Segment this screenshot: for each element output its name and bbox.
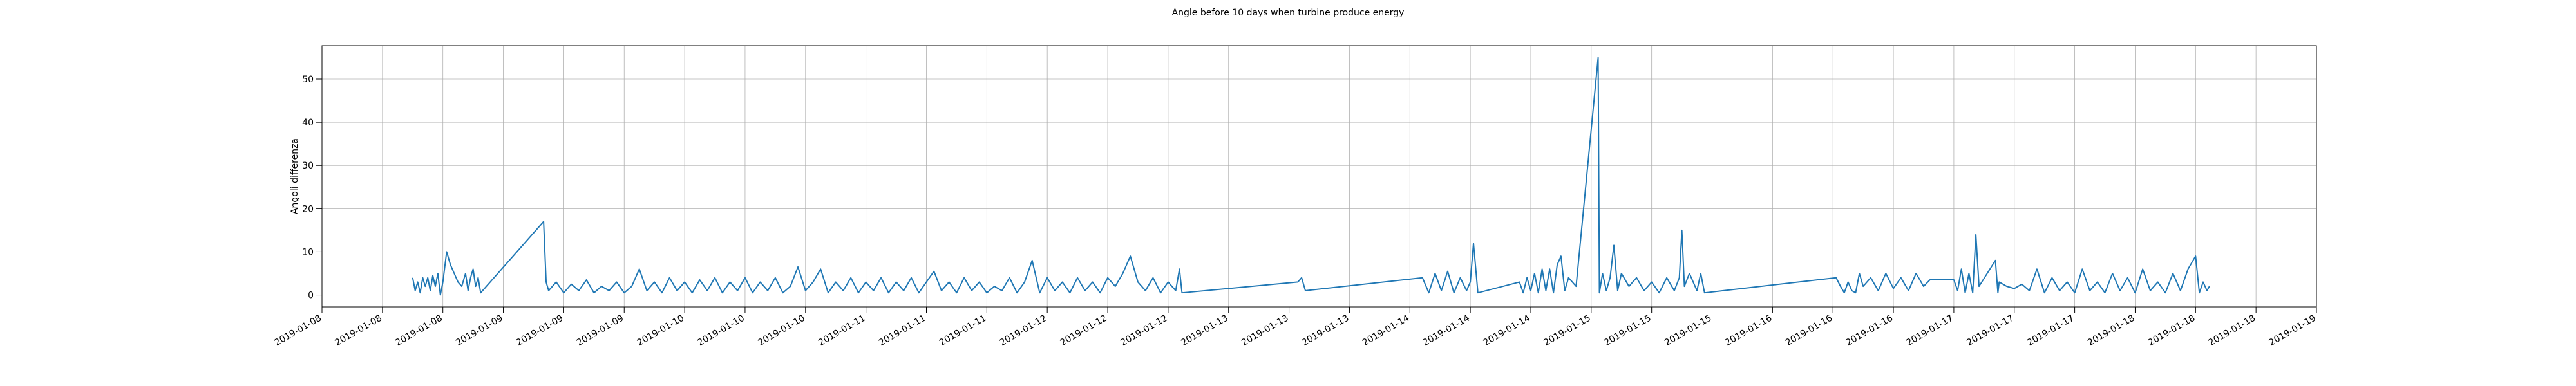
y-tick-label: 40 <box>302 118 314 128</box>
y-tick-label: 20 <box>302 204 314 214</box>
y-tick-label: 30 <box>302 161 314 171</box>
chart-title: Angle before 10 days when turbine produc… <box>1172 8 1405 18</box>
y-tick-label: 0 <box>308 291 314 301</box>
y-tick-label: 50 <box>302 75 314 85</box>
data-line <box>412 57 2210 296</box>
y-axis-label: Angoli differenza <box>290 138 300 214</box>
y-tick-label: 10 <box>302 247 314 257</box>
plot-frame <box>321 45 2317 308</box>
